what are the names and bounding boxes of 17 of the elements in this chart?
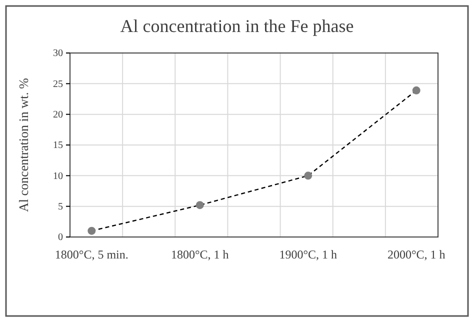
y-tick-label: 15 — [53, 140, 63, 152]
point — [412, 86, 420, 94]
point — [88, 226, 96, 235]
x-tick-label: 1800°C, 5 min. — [54, 248, 128, 262]
y-tick-label: 25 — [53, 78, 63, 90]
y-axis-title: Al concentration in wt. % — [16, 78, 31, 212]
x-tick-label: 2000°C, 1 h — [387, 248, 446, 262]
y-tick-label: 10 — [53, 170, 63, 182]
point — [196, 201, 204, 210]
y-tick-label: 30 — [53, 48, 63, 60]
y-tick-label: 0 — [58, 232, 63, 244]
x-tick-label: 1800°C, 1 h — [170, 248, 229, 262]
y-tick-label: 5 — [58, 202, 63, 213]
x-tick-label: 1900°C, 1 h — [279, 248, 338, 262]
y-tick-label: 20 — [53, 110, 63, 121]
point — [304, 172, 312, 180]
chart-title: Al concentration in the Fe phase — [120, 16, 354, 36]
